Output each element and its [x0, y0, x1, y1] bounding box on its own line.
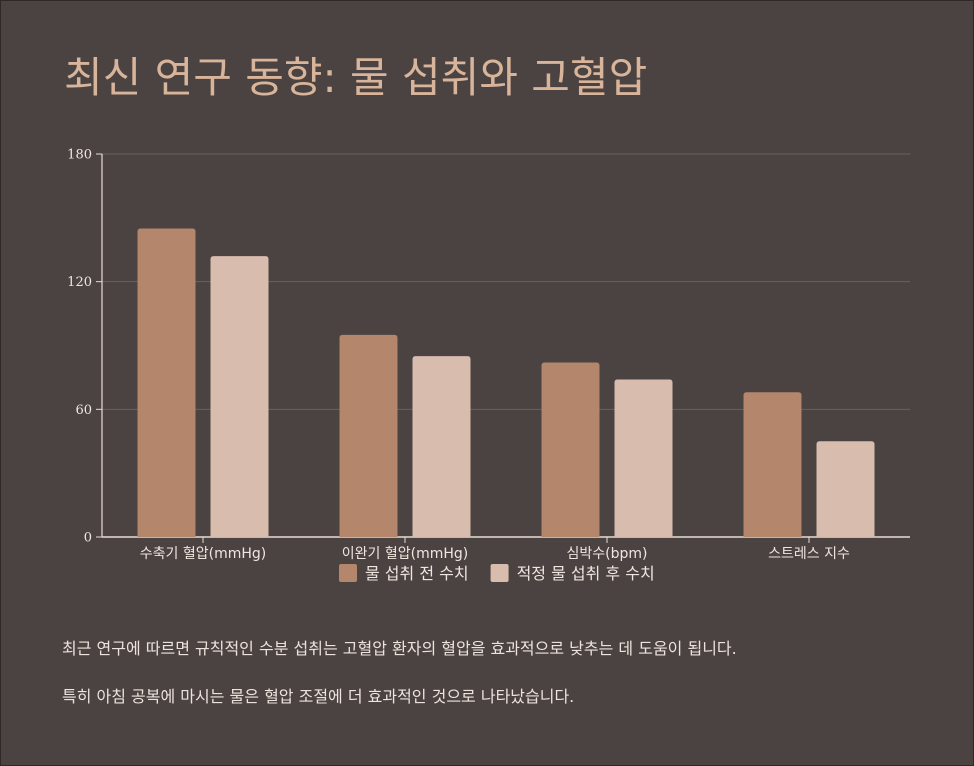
bar-series-1-2	[339, 334, 398, 537]
note-paragraph-1: 최근 연구에 따르면 규칙적인 수분 섭취는 고혈압 환자의 혈압을 효과적으로…	[62, 639, 737, 658]
bar-series-2-2	[412, 356, 471, 537]
legend-swatch-1	[339, 564, 357, 582]
y-tick-label: 0	[84, 531, 92, 546]
legend-label-1: 물 섭취 전 수치	[365, 564, 469, 583]
y-tick-label: 120	[67, 275, 92, 290]
bar-chart: 0 60 120 180 수축기 혈압(mmHg) 이완기 혈압(mmHg) 심박수(bpm…	[67, 148, 910, 583]
y-tick-label: 180	[67, 148, 92, 163]
bar-series-2-3	[614, 379, 673, 537]
x-tick-label: 수축기 혈압(mmHg)	[140, 546, 266, 562]
notes-section: 최근 연구에 따르면 규칙적인 수분 섭취는 고혈압 환자의 혈압을 효과적으로…	[62, 638, 942, 734]
x-tick-label: 이완기 혈압(mmHg)	[342, 546, 468, 562]
legend-swatch-2	[490, 564, 509, 582]
page-title: 최신 연구 동향: 물 섭취와 고혈압	[64, 53, 648, 102]
note-paragraph-2: 특히 아침 공복에 마시는 물은 혈압 조절에 더 효과적인 것으로 나타났습니…	[62, 687, 575, 706]
bar-series-1-1	[137, 228, 196, 537]
x-tick-label: 심박수(bpm)	[567, 546, 648, 562]
y-tick-label: 60	[75, 403, 92, 418]
x-tick-label: 스트레스 지수	[768, 546, 850, 562]
bar-series-2-1	[210, 256, 269, 537]
bar-series-1-4	[743, 392, 802, 537]
bar-series-2-4	[816, 441, 875, 537]
bar-series-1-3	[541, 362, 600, 537]
legend-label-2: 적정 물 섭취 후 수치	[517, 564, 655, 583]
